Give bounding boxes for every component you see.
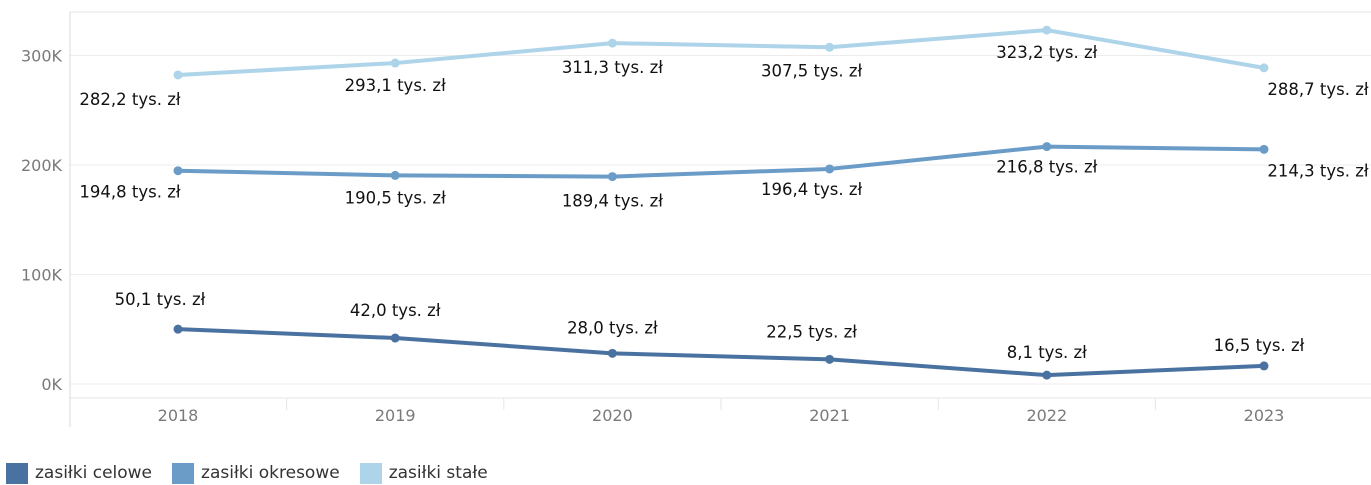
data-point[interactable] [1042, 370, 1052, 380]
axes: 0K 100K 200K 300K 2018 2019 2020 2021 2022 2023 [21, 12, 1371, 427]
legend-item-zasilki-celowe[interactable]: zasiłki celowe [6, 462, 153, 484]
data-label: 307,5 tys. zł [761, 61, 862, 80]
data-label: 189,4 tys. zł [562, 192, 663, 211]
data-labels: 282,2 tys. zł 293,1 tys. zł 311,3 tys. zł 3… [79, 43, 1368, 362]
x-tick-label: 2020 [592, 406, 633, 425]
data-label: 22,5 tys. zł [766, 322, 857, 341]
data-point[interactable] [390, 58, 400, 68]
series-line [176, 327, 1266, 378]
data-label: 50,1 tys. zł [115, 290, 206, 309]
x-tick-label: 2021 [809, 406, 850, 425]
gridlines [70, 11, 1371, 385]
series-line [176, 28, 1266, 77]
legend-item-zasilki-stale[interactable]: zasiłki stałe [359, 462, 488, 484]
series-line [176, 144, 1266, 179]
x-tick-label: 2022 [1026, 406, 1067, 425]
data-point[interactable] [825, 354, 835, 364]
legend: zasiłki celowe zasiłki okresowe zasiłki … [6, 462, 508, 484]
data-label: 293,1 tys. zł [345, 76, 446, 95]
data-label: 214,3 tys. zł [1267, 161, 1368, 180]
data-point[interactable] [1259, 144, 1269, 154]
legend-swatch [6, 462, 28, 484]
data-label: 282,2 tys. zł [79, 90, 180, 109]
data-point[interactable] [1042, 142, 1052, 152]
x-tick-label: 2018 [158, 406, 199, 425]
data-label: 42,0 tys. zł [350, 301, 441, 320]
y-tick-label: 100K [21, 266, 63, 285]
data-point[interactable] [607, 172, 617, 182]
data-point[interactable] [825, 164, 835, 174]
data-label: 28,0 tys. zł [567, 318, 658, 337]
data-point[interactable] [173, 166, 183, 176]
data-point[interactable] [1042, 25, 1052, 35]
data-point[interactable] [607, 348, 617, 358]
data-label: 216,8 tys. zł [996, 158, 1097, 177]
data-point[interactable] [173, 324, 183, 334]
legend-swatch [172, 462, 195, 484]
data-label: 288,7 tys. zł [1267, 80, 1368, 99]
x-tick-label: 2023 [1244, 406, 1285, 425]
line-chart: 0K 100K 200K 300K 2018 2019 2020 2021 2022 2023 2… [21, 11, 1371, 427]
legend-swatch [359, 462, 382, 484]
data-label: 190,5 tys. zł [345, 188, 446, 207]
data-point[interactable] [607, 38, 617, 48]
legend-item-zasilki-okresowe[interactable]: zasiłki okresowe [172, 462, 340, 484]
legend-label: zasiłki okresowe [201, 463, 340, 483]
data-point[interactable] [1259, 63, 1269, 73]
legend-label: zasiłki celowe [35, 463, 153, 483]
y-tick-label: 300K [21, 47, 63, 66]
data-point[interactable] [173, 70, 183, 80]
data-label: 194,8 tys. zł [79, 183, 180, 202]
data-point[interactable] [825, 42, 835, 52]
data-label: 8,1 tys. zł [1007, 343, 1087, 362]
data-label: 323,2 tys. zł [996, 43, 1097, 62]
legend-label: zasiłki stałe [388, 463, 488, 483]
data-label: 16,5 tys. zł [1214, 336, 1305, 355]
data-label: 311,3 tys. zł [562, 58, 663, 77]
data-point[interactable] [1259, 361, 1269, 371]
data-point[interactable] [390, 333, 400, 343]
series-lines [173, 25, 1269, 380]
data-point[interactable] [390, 170, 400, 180]
y-tick-label: 0K [41, 375, 62, 394]
y-tick-label: 200K [21, 156, 63, 175]
data-label: 196,4 tys. zł [761, 180, 862, 199]
x-tick-label: 2019 [375, 406, 416, 425]
